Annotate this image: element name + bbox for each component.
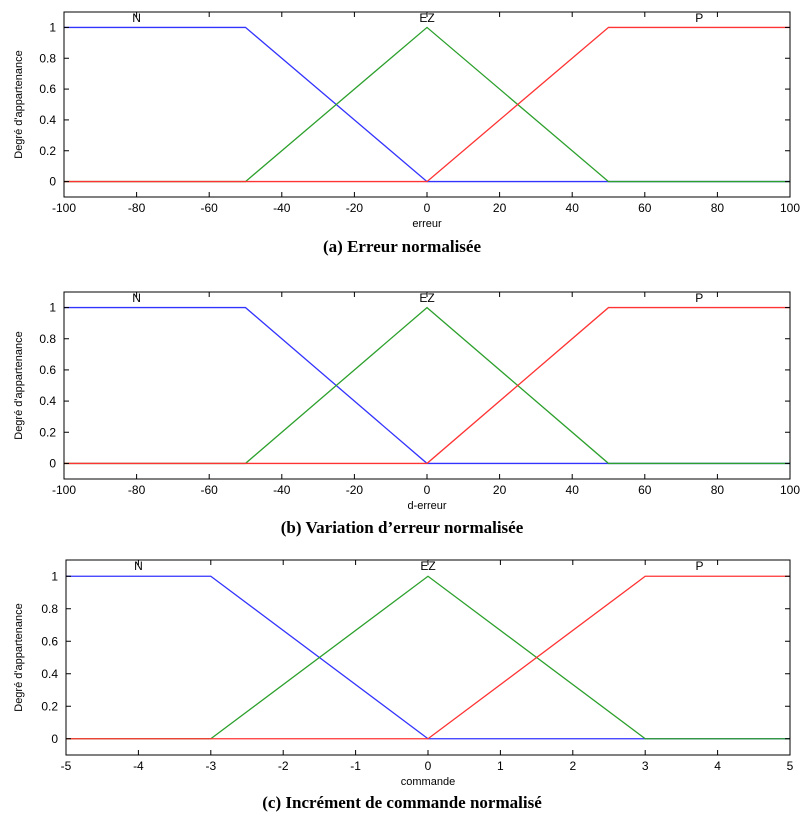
chart-c: N EZ P -5 -4 -3 -2 -1 0 1 2 3 4 5 0 0.2 0.4 0.6 0.8 1 comman…	[13, 559, 794, 788]
y-axis-label: Degré d'appartenance	[13, 50, 25, 159]
y-tick-label: 0.4	[39, 113, 56, 127]
x-tick-label: -100	[52, 483, 76, 497]
series-line-ez	[64, 306, 790, 465]
plot-frame	[65, 559, 791, 756]
x-tick-label: 40	[566, 483, 580, 497]
x-tick-label: -5	[61, 759, 72, 773]
y-tick-label: 0.4	[41, 667, 58, 681]
y-tick-label: 0.2	[39, 144, 56, 158]
series-label-ez: EZ	[420, 559, 435, 573]
y-tick-label: 0.8	[41, 602, 58, 616]
series-line-ez	[64, 26, 790, 183]
chart-a-caption: (a) Erreur normalisée	[323, 237, 481, 256]
x-tick-label: 40	[566, 201, 580, 215]
series-line-ez	[66, 575, 790, 740]
y-tick-label: 0.6	[39, 82, 56, 96]
x-tick-label: 80	[711, 483, 725, 497]
series-label-n: N	[132, 11, 141, 25]
x-tick-label: 5	[787, 759, 794, 773]
x-tick-label: 100	[780, 483, 800, 497]
y-tick-label: 0.8	[39, 332, 56, 346]
series-label-p: P	[695, 11, 703, 25]
series-label-n: N	[132, 291, 141, 305]
x-tick-label: -80	[128, 483, 146, 497]
series-line-n	[64, 306, 790, 465]
x-tick-label: 20	[493, 483, 507, 497]
x-tick-label: -40	[273, 201, 291, 215]
x-tick-label: 80	[711, 201, 725, 215]
y-tick-label: 0.4	[39, 394, 56, 408]
x-tick-label: -4	[133, 759, 144, 773]
x-tick-label: 0	[424, 483, 431, 497]
x-tick-label: 60	[638, 201, 652, 215]
series-line-n	[64, 26, 790, 183]
series-line-p	[64, 26, 790, 183]
x-tick-label: 100	[780, 201, 800, 215]
x-tick-label: 60	[638, 483, 652, 497]
series-label-ez: EZ	[419, 11, 434, 25]
x-tick-label: 1	[497, 759, 504, 773]
chart-b: N EZ P -100 -80 -60 -40 -20 0 20 40 60 80 100 0 0.2 0.4 0…	[13, 291, 800, 512]
y-tick-label: 0.2	[41, 699, 58, 713]
x-tick-label: 20	[493, 201, 507, 215]
y-tick-label: 0	[49, 456, 56, 470]
x-tick-label: -80	[128, 201, 146, 215]
chart-c-caption: (c) Incrément de commande normalisé	[262, 793, 542, 812]
y-tick-label: 1	[49, 301, 56, 315]
series-label-p: P	[695, 559, 703, 573]
chart-panel-c: N EZ P -5 -4 -3 -2 -1 0 1 2 3 4 5 0 0.2 0.4 0.6 0.8 1 comman…	[0, 556, 804, 821]
series-line-n	[66, 575, 790, 740]
y-tick-label: 0.2	[39, 425, 56, 439]
x-tick-label: 4	[714, 759, 721, 773]
series-line-p	[64, 306, 790, 465]
x-tick-label: -20	[346, 483, 364, 497]
chart-panel-b: N EZ P -100 -80 -60 -40 -20 0 20 40 60 80 100 0 0.2 0.4 0…	[0, 282, 804, 550]
y-tick-label: 1	[51, 569, 58, 583]
x-axis-label: d-erreur	[407, 500, 446, 512]
chart-a: N EZ P -100 -80 -60 -40 -20 0 20 40 60 80 100 0 0.2 0.4 0…	[13, 11, 800, 230]
x-tick-label: 3	[642, 759, 649, 773]
x-axis-label: erreur	[412, 218, 442, 230]
y-tick-label: 0.6	[39, 363, 56, 377]
y-tick-label: 0.6	[41, 634, 58, 648]
series-label-n: N	[134, 559, 143, 573]
x-tick-label: -3	[205, 759, 216, 773]
y-tick-label: 0	[51, 732, 58, 746]
x-axis-label: commande	[401, 776, 455, 788]
y-tick-label: 0	[49, 175, 56, 189]
x-tick-label: -2	[278, 759, 289, 773]
plot-frame	[63, 11, 791, 198]
series-label-p: P	[695, 291, 703, 305]
x-tick-label: 0	[424, 201, 431, 215]
series-label-ez: EZ	[419, 291, 434, 305]
y-tick-label: 0.8	[39, 51, 56, 65]
y-tick-label: 1	[49, 20, 56, 34]
chart-b-caption: (b) Variation d’erreur normalisée	[280, 518, 524, 537]
x-tick-label: 0	[425, 759, 432, 773]
x-tick-label: -40	[273, 483, 291, 497]
plot-frame	[63, 291, 791, 480]
x-tick-label: -100	[52, 201, 76, 215]
x-tick-label: 2	[569, 759, 576, 773]
x-tick-label: -60	[201, 483, 219, 497]
x-tick-label: -20	[346, 201, 364, 215]
x-tick-label: -1	[350, 759, 361, 773]
x-tick-label: -60	[201, 201, 219, 215]
series-line-p	[66, 575, 790, 740]
y-axis-label: Degré d'appartenance	[13, 331, 25, 440]
chart-panel-a: N EZ P -100 -80 -60 -40 -20 0 20 40 60 80 100 0 0.2 0.4 0…	[0, 0, 804, 268]
y-axis-label: Degré d'appartenance	[13, 603, 25, 712]
